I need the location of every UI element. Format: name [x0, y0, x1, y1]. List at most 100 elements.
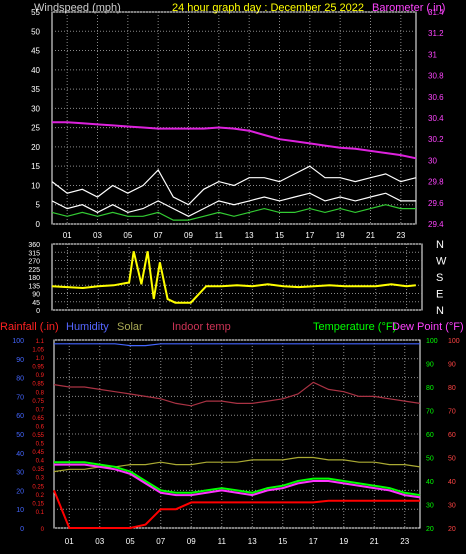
y-tick-label: 55: [31, 8, 40, 17]
series-line-humidity: [54, 343, 420, 347]
humidity-label: Humidity: [66, 321, 109, 333]
dewpoint-tick-label: 80: [448, 385, 456, 392]
temp-panel-series: [53, 343, 421, 529]
humidity-tick-label: 20: [16, 488, 24, 495]
x-tick-label: 13: [248, 537, 257, 546]
direction-panel-series: [51, 251, 416, 304]
series-line-indoor-temp: [53, 381, 421, 407]
dewpoint-tick-label: 90: [448, 362, 456, 369]
y2-tick-label: 31.2: [428, 29, 444, 38]
x-tick-label: 21: [366, 231, 375, 240]
graph-title: 24 hour graph day : December 25 2022: [172, 2, 364, 14]
temp-tick-label: 50: [426, 456, 434, 463]
y-tick-label: 50: [31, 27, 40, 36]
x-tick-label: 03: [93, 231, 102, 240]
dewpoint-tick-label: 20: [448, 526, 456, 533]
direction-label: N: [436, 305, 444, 317]
y-tick-label: 15: [31, 162, 40, 171]
temp-tick-label: 100: [426, 338, 438, 345]
y-tick-label: 10: [31, 181, 40, 190]
humidity-tick-label: 90: [16, 357, 24, 364]
humidity-tick-label: 100: [12, 338, 24, 345]
dewpoint-tick-label: 40: [448, 479, 456, 486]
x-tick-label: 11: [215, 231, 224, 240]
y-tick-label: 90: [32, 292, 40, 299]
x-tick-label: 11: [218, 537, 227, 546]
rain-tick-label: 0.95: [32, 365, 44, 371]
series-line-direction: [51, 251, 416, 304]
rain-tick-label: 1.1: [36, 339, 45, 345]
temp-tick-label: 90: [426, 362, 434, 369]
y-tick-label: 0: [36, 308, 40, 315]
rain-tick-label: 0.65: [32, 416, 44, 422]
y-tick-label: 135: [28, 283, 40, 290]
x-tick-label: 23: [400, 537, 409, 546]
x-tick-label: 15: [278, 537, 287, 546]
x-tick-label: 05: [126, 537, 135, 546]
y2-tick-label: 31.4: [428, 8, 444, 17]
y2-tick-label: 31: [428, 50, 437, 59]
solar-label: Solar: [117, 321, 143, 333]
indoor-temp-label: Indoor temp: [172, 321, 231, 333]
y2-tick-label: 29.4: [428, 220, 444, 229]
humidity-tick-label: 80: [16, 376, 24, 383]
rain-tick-label: 0.85: [32, 382, 44, 388]
y2-tick-label: 29.6: [428, 199, 444, 208]
dewpoint-label: Dew Point (°F): [392, 321, 464, 333]
x-tick-label: 23: [396, 231, 405, 240]
y-tick-label: 0: [36, 220, 41, 229]
y2-tick-label: 30: [428, 156, 437, 165]
rain-tick-label: 0.3: [36, 476, 45, 482]
y-tick-label: 30: [31, 104, 40, 113]
y-tick-label: 35: [31, 85, 40, 94]
dewpoint-tick-label: 100: [448, 338, 460, 345]
temp-tick-label: 70: [426, 409, 434, 416]
rain-tick-label: 0.4: [36, 459, 45, 465]
temp-panel-labels: 01 03 05 07 09 11 13 15 17 19 21 23 0 10 20 30 40 50 60 70 8…: [12, 338, 459, 546]
series-line-dew-point: [54, 463, 421, 499]
dewpoint-tick-label: 60: [448, 432, 456, 439]
humidity-tick-label: 50: [16, 432, 24, 439]
temp-tick-label: 80: [426, 385, 434, 392]
direction-label: W: [436, 256, 447, 268]
humidity-tick-label: 40: [16, 451, 24, 458]
x-tick-label: 07: [156, 537, 165, 546]
series-line-windspeed: [51, 192, 416, 217]
rain-tick-label: 0.45: [32, 450, 44, 456]
temp-tick-label: 30: [426, 503, 434, 510]
x-tick-label: 17: [305, 231, 314, 240]
x-tick-label: 07: [154, 231, 163, 240]
x-tick-label: 19: [339, 537, 348, 546]
temp-tick-label: 40: [426, 479, 434, 486]
rain-tick-label: 0.25: [32, 484, 44, 490]
series-line-average: [51, 204, 416, 221]
series-line-rainfall: [53, 490, 420, 529]
direction-label: N: [436, 239, 444, 251]
rain-tick-label: 0.35: [32, 467, 44, 473]
y-tick-label: 40: [31, 66, 40, 75]
direction-label: S: [436, 272, 443, 284]
x-tick-label: 09: [184, 231, 193, 240]
rain-tick-label: 0.7: [36, 407, 45, 413]
rain-tick-label: 0.5: [36, 442, 45, 448]
y2-tick-label: 29.8: [428, 178, 444, 187]
humidity-tick-label: 10: [16, 507, 24, 514]
y-tick-label: 45: [31, 47, 40, 56]
y-tick-label: 20: [31, 143, 40, 152]
x-tick-label: 05: [123, 231, 132, 240]
series-line-gust: [51, 165, 417, 206]
dewpoint-tick-label: 70: [448, 409, 456, 416]
wind-panel-frame: [51, 11, 417, 225]
y-tick-label: 25: [31, 124, 40, 133]
x-tick-label: 17: [309, 537, 318, 546]
rain-tick-label: 0.55: [32, 433, 44, 439]
series-line-barometer: [52, 121, 417, 160]
direction-label: E: [436, 289, 443, 301]
x-tick-label: 19: [336, 231, 345, 240]
humidity-tick-label: 60: [16, 413, 24, 420]
rain-tick-label: 0: [41, 527, 45, 533]
y2-tick-label: 30.8: [428, 72, 444, 81]
x-tick-label: 01: [65, 537, 74, 546]
y2-tick-label: 30.2: [428, 135, 444, 144]
temperature-label: Temperature (°F): [313, 321, 396, 333]
